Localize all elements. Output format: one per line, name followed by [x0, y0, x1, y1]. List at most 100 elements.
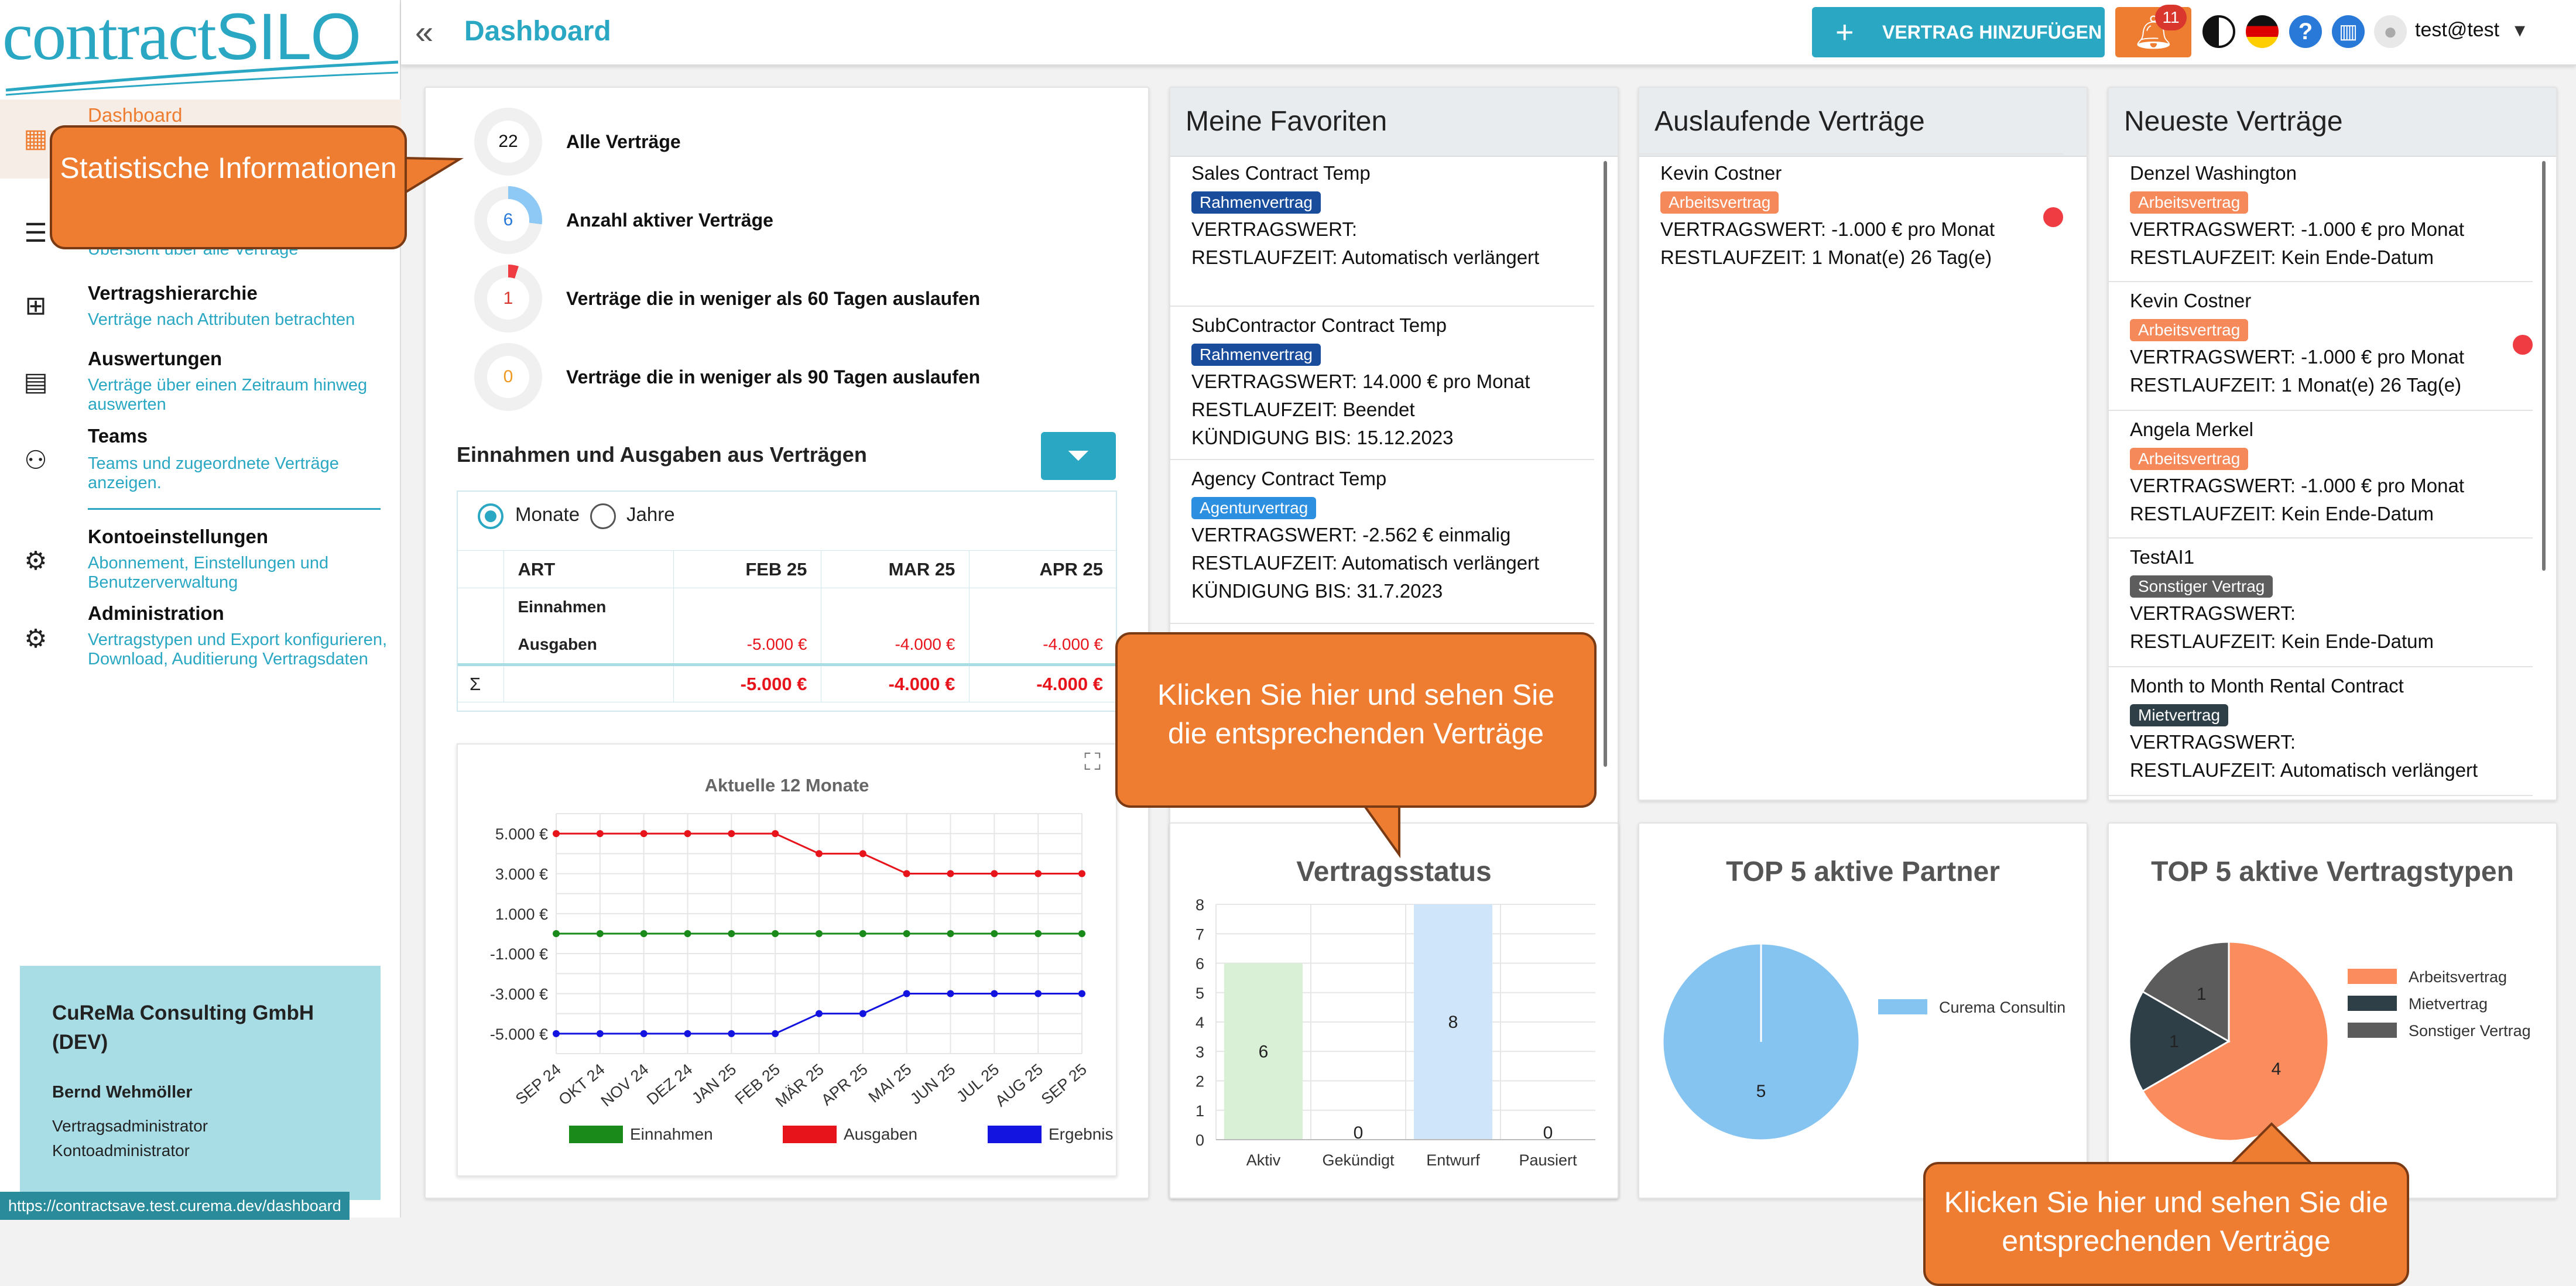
legend-label[interactable]: Sonstiger Vertrag [2409, 1022, 2531, 1040]
stat-ring[interactable]: 0 [474, 343, 542, 411]
data-point[interactable] [772, 930, 779, 937]
legend-label[interactable]: Ausgaben [844, 1125, 917, 1143]
data-point[interactable] [684, 830, 691, 838]
pie-slice[interactable] [2128, 990, 2231, 1093]
pie-slice[interactable] [2141, 941, 2230, 1043]
data-point[interactable] [596, 930, 604, 937]
data-point[interactable] [596, 830, 604, 838]
sidebar-item-reports[interactable]: ▤ Auswertungen Verträge über einen Zeitr… [0, 343, 401, 419]
line-chart[interactable]: Aktuelle 12 Monate 5.000 € 3.000 € 1.000 € -… [457, 743, 1117, 1177]
data-point[interactable] [553, 1030, 560, 1037]
partner-pie-chart[interactable]: TOP 5 aktive Partner 5 Curema Consultin [1638, 822, 2088, 1199]
add-contract-button[interactable]: + VERTRAG HINZUFÜGEN [1812, 7, 2105, 57]
contract-list-item[interactable]: Kevin Costner Arbeitsvertrag VERTRAGSWERT:… [1660, 159, 2051, 272]
data-point[interactable] [903, 870, 910, 877]
data-point[interactable] [640, 830, 648, 838]
legend-swatch[interactable] [569, 1126, 623, 1143]
username[interactable]: test@test [2415, 19, 2500, 41]
avatar[interactable]: ● [2374, 15, 2407, 48]
logo[interactable]: contractSILO [0, 0, 401, 96]
contract-list-item[interactable]: Sales Contract Temp Rahmenvertrag VERTRAGS… [1191, 159, 1582, 272]
data-point[interactable] [859, 1010, 866, 1017]
data-point[interactable] [947, 930, 954, 937]
contract-list-item[interactable]: Kevin Costner Arbeitsvertrag VERTRAGSWERT:… [2130, 287, 2521, 399]
legend-label[interactable]: Einnahmen [630, 1125, 713, 1143]
data-point[interactable] [947, 870, 954, 877]
newest-scrollbar[interactable] [2542, 161, 2546, 571]
data-point[interactable] [728, 830, 735, 838]
data-point[interactable] [684, 1030, 691, 1037]
legend-swatch[interactable] [2348, 969, 2397, 984]
data-point[interactable] [772, 830, 779, 838]
contrast-toggle-icon[interactable] [2202, 15, 2235, 48]
stat-label[interactable]: Anzahl aktiver Verträge [566, 210, 773, 231]
radio-years-label[interactable]: Jahre [626, 503, 675, 525]
data-point[interactable] [816, 930, 823, 937]
data-point[interactable] [903, 990, 910, 997]
sidebar-item-hierarchy[interactable]: ⊞ Vertragshierarchie Verträge nach Attri… [0, 275, 401, 339]
legend-swatch[interactable] [1878, 999, 1927, 1014]
data-point[interactable] [903, 930, 910, 937]
favorites-scrollbar[interactable] [1604, 161, 1607, 767]
contract-list-item[interactable]: Angela Merkel Arbeitsvertrag VERTRAGSWERT:… [2130, 416, 2521, 528]
legend-swatch[interactable] [783, 1126, 837, 1143]
contract-list-item[interactable]: SubContractor Contract Temp Rahmenvertrag… [1191, 311, 1582, 452]
data-point[interactable] [991, 870, 998, 877]
data-point[interactable] [772, 1030, 779, 1037]
data-point[interactable] [991, 990, 998, 997]
notifications-button[interactable]: 🔔︎ 11 [2115, 5, 2191, 57]
contract-list-item[interactable]: Agency Contract Temp Agenturvertrag VERTRA… [1191, 465, 1582, 605]
collapse-sidebar-icon[interactable]: « [415, 13, 434, 50]
pie-slice[interactable] [2141, 941, 2330, 1142]
data-point[interactable] [1034, 870, 1042, 877]
stat-ring[interactable]: 1 [474, 265, 542, 332]
chevron-down-icon[interactable]: ▾ [2515, 18, 2526, 42]
data-point[interactable] [728, 1030, 735, 1037]
data-point[interactable] [1034, 990, 1042, 997]
stat-label[interactable]: Alle Verträge [566, 131, 681, 152]
data-point[interactable] [816, 1010, 823, 1017]
bar-aktiv[interactable] [1224, 963, 1303, 1140]
bar-entwurf[interactable] [1414, 904, 1492, 1140]
data-point[interactable] [1078, 990, 1085, 997]
data-point[interactable] [1078, 930, 1085, 937]
data-point[interactable] [859, 930, 866, 937]
sidebar-item-administration[interactable]: ⚙ Administration Vertragstypen und Expor… [0, 600, 401, 676]
contract-list-item[interactable]: TestAI1 Sonstiger Vertrag VERTRAGSWERT: RES… [2130, 543, 2521, 656]
help-icon[interactable]: ? [2289, 15, 2322, 48]
radio-months[interactable] [478, 503, 503, 529]
data-point[interactable] [553, 930, 560, 937]
stat-label[interactable]: Verträge die in weniger als 90 Tagen aus… [566, 366, 981, 387]
data-point[interactable] [816, 850, 823, 858]
contract-list-item[interactable]: Month to Month Rental Contract Mietvertra… [2130, 672, 2521, 784]
sidebar-item-teams[interactable]: ⚇ Teams Teams und zugeordnete Verträge a… [0, 421, 401, 498]
legend-label[interactable]: Curema Consultin [1939, 999, 2065, 1016]
manual-book-icon[interactable]: ▥ [2332, 15, 2365, 48]
contract-list-item[interactable]: Denzel Washington Arbeitsvertrag VERTRAGSW… [2130, 159, 2521, 272]
data-point[interactable] [859, 850, 866, 858]
data-point[interactable] [1078, 870, 1085, 877]
data-point[interactable] [1034, 930, 1042, 937]
legend-swatch[interactable] [2348, 996, 2397, 1011]
data-point[interactable] [596, 1030, 604, 1037]
german-flag-icon[interactable] [2246, 15, 2279, 48]
filter-button[interactable]: ⏷ [1041, 432, 1116, 480]
data-point[interactable] [553, 830, 560, 838]
legend-label[interactable]: Arbeitsvertrag [2409, 968, 2507, 986]
data-point[interactable] [991, 930, 998, 937]
stat-ring[interactable]: 6 [474, 186, 542, 254]
types-pie-chart[interactable]: TOP 5 aktive Vertragstypen 4 1 1 Arbeitsvert… [2108, 822, 2557, 1199]
sidebar-item-account[interactable]: ⚙ Kontoeinstellungen Abonnement, Einstel… [0, 522, 401, 598]
radio-years[interactable] [590, 503, 616, 529]
data-point[interactable] [640, 930, 648, 937]
legend-swatch[interactable] [2348, 1023, 2397, 1038]
status-bar-chart[interactable]: Vertragsstatus 0 1 2 3 4 5 6 7 8 6 Aktiv 0 Gekündigt 8… [1169, 822, 1619, 1199]
legend-swatch[interactable] [988, 1126, 1042, 1143]
legend-label[interactable]: Mietvertrag [2409, 995, 2488, 1013]
stat-label[interactable]: Verträge die in weniger als 60 Tagen aus… [566, 288, 981, 309]
radio-months-label[interactable]: Monate [515, 503, 580, 525]
data-point[interactable] [947, 990, 954, 997]
legend-label[interactable]: Ergebnis [1049, 1125, 1114, 1143]
fullscreen-icon[interactable]: ⛶ [1084, 749, 1101, 775]
stat-ring[interactable]: 22 [474, 108, 542, 176]
